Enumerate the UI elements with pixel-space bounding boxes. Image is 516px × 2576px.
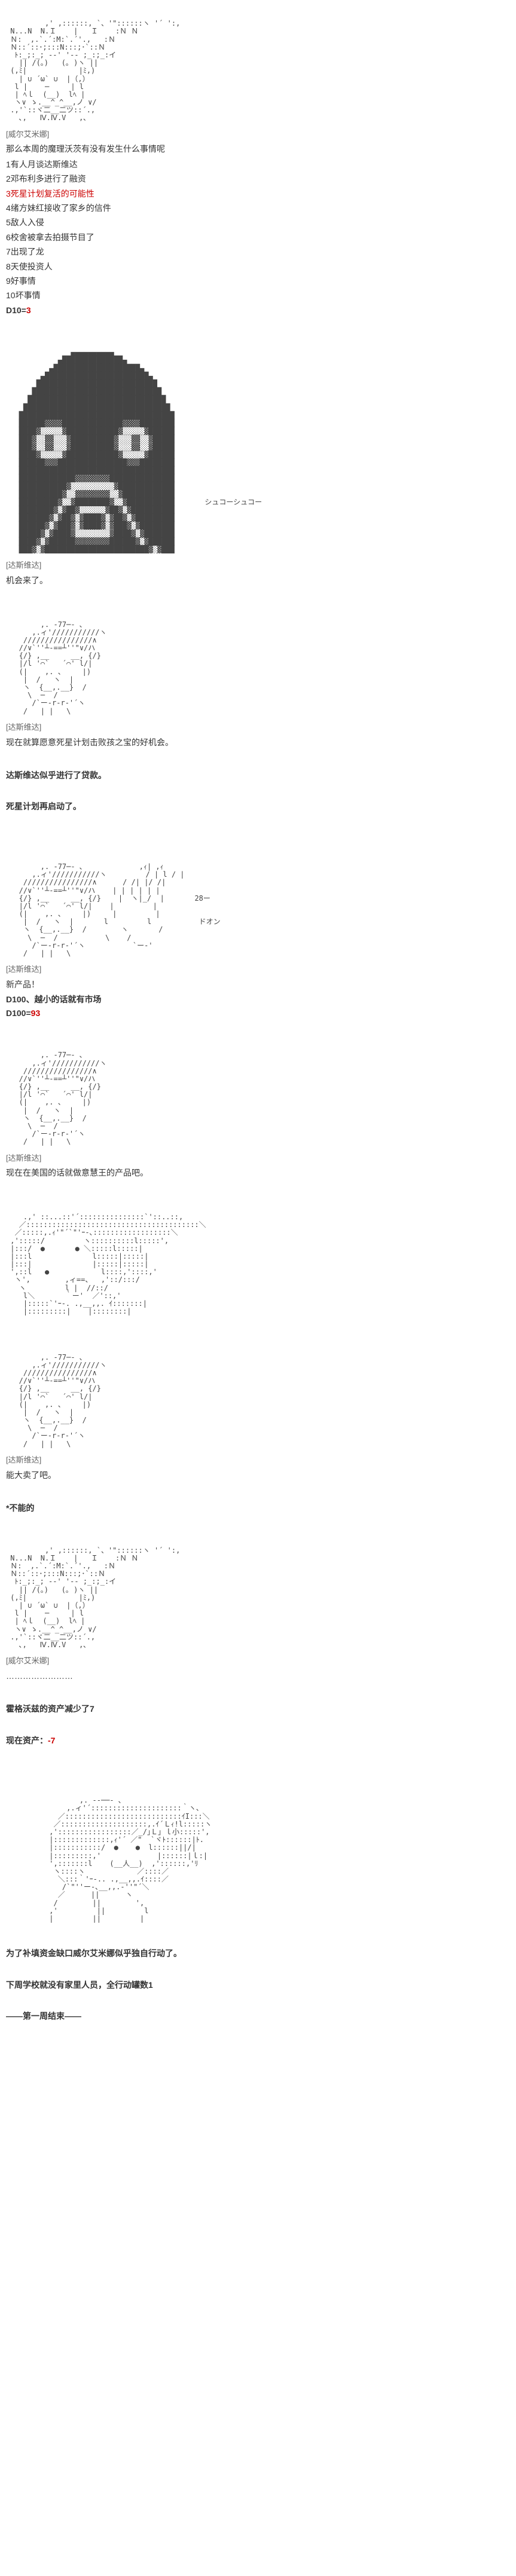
speaker-7: [威尔艾米娜]	[6, 1655, 510, 1668]
dialogue-1: 那么本周的魔理沃茨有没有发生什么事情呢	[6, 142, 510, 155]
roll-4: D100=93	[6, 1006, 510, 1020]
narration-2: 死星计划再启动了。	[6, 800, 510, 813]
speaker-3: [达斯维达]	[6, 721, 510, 734]
option-5: 5敌人入侵	[6, 216, 510, 229]
speaker-6: [达斯维达]	[6, 1454, 510, 1467]
option-4: 4绪方妹红接收了家乡的信件	[6, 201, 510, 215]
option-8: 8天使投资人	[6, 260, 510, 273]
option-6: 6校舍被拿去拍摄节目了	[6, 231, 510, 244]
speaker-4: [达斯维达]	[6, 963, 510, 976]
ascii-vader-small-1: ,. -77─- ､ ,.ィ'///////////ヽ ////////////…	[6, 613, 510, 715]
ascii-vader-pixel: ▄▄▄▄▄▄▄▄▄▄ ▄██████████████▄ ▄███████████…	[6, 341, 510, 553]
option-2: 2邓布利多进行了融资	[6, 172, 510, 185]
narration-7: ——第一周结束——	[6, 2009, 510, 2023]
dialogue-6: 能大卖了吧。	[6, 1468, 510, 1482]
narration-4: 霍格沃兹的资产减少了7	[6, 1702, 510, 1715]
dialogue-2: 机会来了。	[6, 574, 510, 587]
speaker-5: [达斯维达]	[6, 1152, 510, 1165]
ascii-vader-small-2: ,. -77─- ､ ,.ィ'///////////ヽ ////////////…	[6, 1044, 510, 1146]
asset-line: 现在资产：-7	[6, 1734, 510, 1747]
ascii-wilhelmina-action: ,. -‐──- ､ ,.ィ'´:::::::::::::::::::::｀ヽ、…	[6, 1789, 510, 1923]
option-7: 7出现了龙	[6, 245, 510, 258]
dialogue-3: 现在就算愿意死星计划击败孩之宝的好机会。	[6, 736, 510, 749]
ascii-vader-small-3: ,. -77─- ､ ,.ィ'///////////ヽ ////////////…	[6, 1345, 510, 1448]
narration-5: 为了补填资金缺口威尔艾米娜似乎独自行动了。	[6, 1947, 510, 1960]
roll-label-4: D100、越小的话就有市场	[6, 993, 510, 1006]
dialogue-4: 新产品！	[6, 978, 510, 991]
narration-6: 下周学校就没有家里人员，全行动罐数1	[6, 1978, 510, 1991]
narration-1: 达斯维达似乎进行了贷款。	[6, 769, 510, 782]
ascii-vader-hand: ,. -77─- ､ ,ｨ| ,ｨ ,.ィ'///////////ヽ / | l…	[6, 855, 510, 957]
ascii-wilhelmina-1: ,' ,::::::, `、'"::::::ヽ '´ ':, N...N N.Ｉ…	[6, 12, 510, 123]
option-1: 1有人月谈达斯维达	[6, 158, 510, 171]
ascii-girl-face: .,' ::...::'´:::::::::::::::`'::..::, ／:…	[6, 1206, 510, 1316]
roll-1: D10=3	[6, 304, 510, 317]
option-10: 10坏事情	[6, 289, 510, 302]
option-3-highlighted: 3死星计划复活的可能性	[6, 187, 510, 200]
speaker-1: [威尔艾米娜]	[6, 129, 510, 141]
ascii-wilhelmina-2: ,' ,::::::, `、'"::::::ヽ '´ ':, N...N N.Ｉ…	[6, 1538, 510, 1649]
option-9: 9好事情	[6, 274, 510, 287]
dialogue-7: ……………………	[6, 1669, 510, 1682]
speaker-2: [达斯维达]	[6, 559, 510, 572]
narration-3: *不能的	[6, 1501, 510, 1515]
dialogue-5: 现在在美国的话就做意慧王的产品吧。	[6, 1166, 510, 1179]
